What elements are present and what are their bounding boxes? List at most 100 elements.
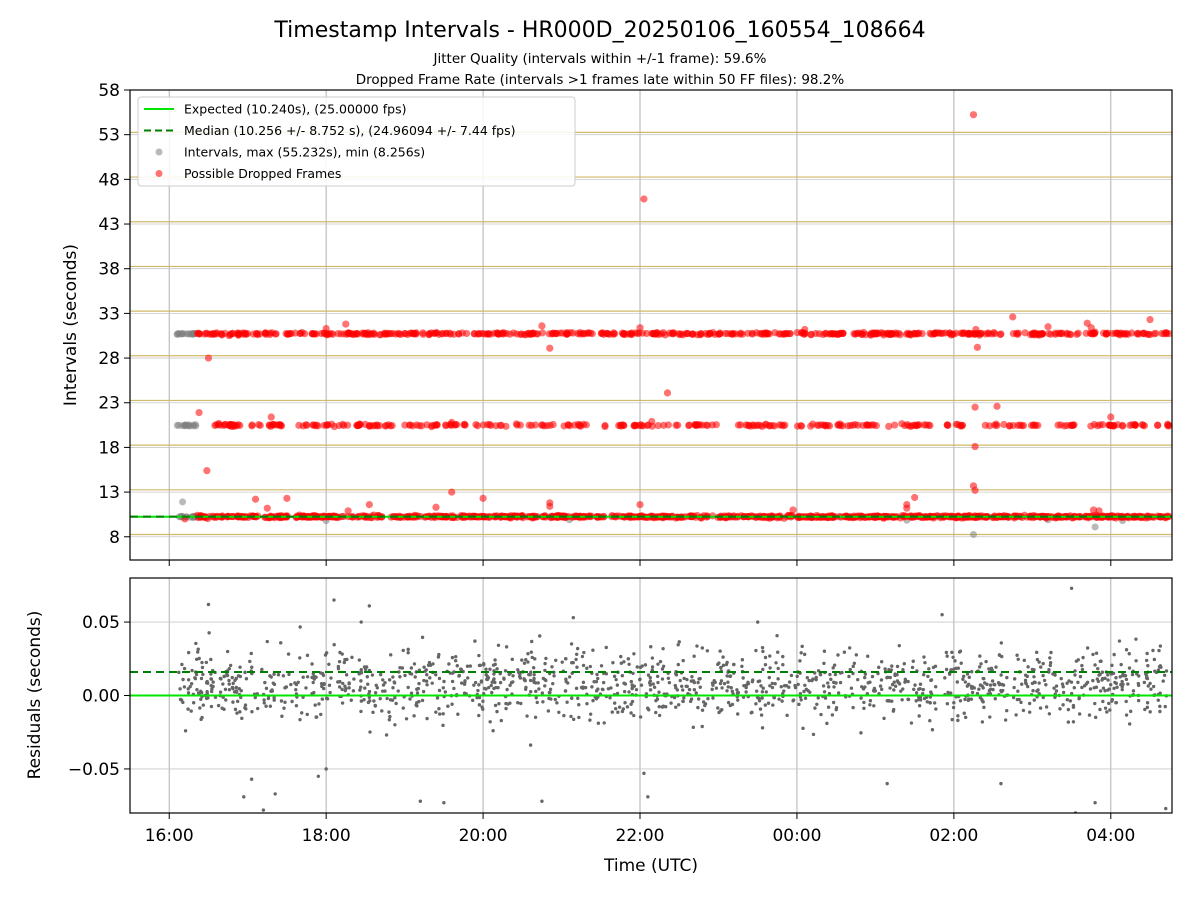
residual-point xyxy=(499,718,503,723)
residual-point xyxy=(956,666,961,670)
residual-point xyxy=(667,680,672,685)
residual-point xyxy=(696,680,700,685)
residual-point xyxy=(476,688,480,693)
residual-point xyxy=(457,673,462,678)
residual-point xyxy=(632,652,636,656)
residual-point xyxy=(450,679,455,684)
residual-point xyxy=(218,676,223,681)
residual-point xyxy=(945,654,949,658)
residual-point xyxy=(1124,677,1129,682)
residual-point xyxy=(272,672,276,677)
residual-point xyxy=(851,705,855,710)
residual-point xyxy=(1037,681,1041,685)
dropped-frame-point xyxy=(963,330,972,338)
residual-point xyxy=(691,725,695,730)
dropped-frame-point xyxy=(266,330,274,339)
residual-point xyxy=(528,672,532,677)
residual-point xyxy=(1164,806,1168,811)
residual-point xyxy=(1127,666,1132,670)
residual-point xyxy=(1096,666,1100,671)
residual-point xyxy=(1005,708,1009,713)
residual-point xyxy=(526,651,530,656)
residual-point xyxy=(183,729,188,733)
residual-point xyxy=(654,710,658,715)
residual-point xyxy=(509,680,514,685)
residual-point xyxy=(754,648,758,653)
residual-point xyxy=(211,684,215,689)
residual-point xyxy=(580,654,585,659)
residual-point xyxy=(401,706,405,710)
residual-point xyxy=(761,667,765,672)
residual-point xyxy=(1071,720,1076,724)
residual-point xyxy=(492,677,496,681)
residual-point xyxy=(1003,718,1008,722)
dropped-frame-point xyxy=(660,421,668,429)
residual-point xyxy=(689,679,693,683)
residual-point xyxy=(744,690,748,694)
residual-point xyxy=(242,795,246,799)
residual-point xyxy=(532,676,536,681)
residual-point xyxy=(493,703,498,708)
residual-point xyxy=(456,712,460,716)
residual-point xyxy=(928,701,932,705)
dropped-frame-point xyxy=(992,420,1000,428)
residual-point xyxy=(367,604,372,608)
residual-point xyxy=(772,696,777,700)
residual-point xyxy=(1005,675,1009,680)
residual-point xyxy=(639,683,644,687)
dropped-frame-point xyxy=(1104,329,1112,337)
residual-point xyxy=(1077,712,1082,716)
residual-point xyxy=(1148,710,1152,714)
residual-point xyxy=(387,718,392,722)
residual-point xyxy=(594,679,599,684)
dropped-frame-point xyxy=(1009,421,1017,430)
residual-point xyxy=(879,660,884,664)
residual-point xyxy=(1151,648,1155,653)
residual-point xyxy=(383,681,387,685)
residual-point xyxy=(1158,704,1162,709)
residual-point xyxy=(902,662,907,666)
residual-point xyxy=(430,681,434,685)
residual-point xyxy=(1015,653,1019,657)
residual-point xyxy=(554,658,558,663)
top-ytick-label: 38 xyxy=(98,260,120,280)
residual-point xyxy=(1026,684,1030,689)
dropped-frame-point xyxy=(397,330,405,338)
residual-point xyxy=(834,707,838,712)
residual-point xyxy=(830,713,835,717)
residual-point xyxy=(1156,698,1160,702)
dropped-frame-point xyxy=(1027,421,1036,429)
residual-point xyxy=(560,660,564,664)
residual-point xyxy=(1162,673,1167,677)
residual-point xyxy=(922,673,926,677)
residual-point xyxy=(617,705,622,709)
residual-point xyxy=(194,657,199,661)
residual-point xyxy=(1048,656,1052,660)
residual-point xyxy=(383,689,387,693)
dropped-frame-point xyxy=(807,422,815,430)
dropped-frame-point xyxy=(499,329,507,337)
residual-point xyxy=(544,656,548,661)
residual-point xyxy=(710,681,715,685)
residual-point xyxy=(666,676,671,680)
residual-point xyxy=(622,660,626,664)
residual-point xyxy=(678,678,682,683)
dropped-frame-point xyxy=(252,330,261,338)
residual-point xyxy=(198,706,202,710)
dropped-frame-point xyxy=(1057,329,1066,337)
residual-point xyxy=(571,615,576,620)
residual-point xyxy=(719,679,724,683)
residual-point xyxy=(988,715,992,719)
residual-point xyxy=(1027,710,1032,714)
residual-point xyxy=(238,665,242,669)
residual-point xyxy=(503,669,508,673)
residual-point xyxy=(529,670,533,674)
dropped-frame-point xyxy=(248,422,256,430)
residual-point xyxy=(620,709,625,714)
residual-point xyxy=(775,633,779,638)
residual-point xyxy=(660,677,665,681)
residual-point xyxy=(1061,685,1065,689)
residual-point xyxy=(672,695,677,700)
residual-point xyxy=(1080,667,1085,672)
residual-point xyxy=(312,690,316,695)
